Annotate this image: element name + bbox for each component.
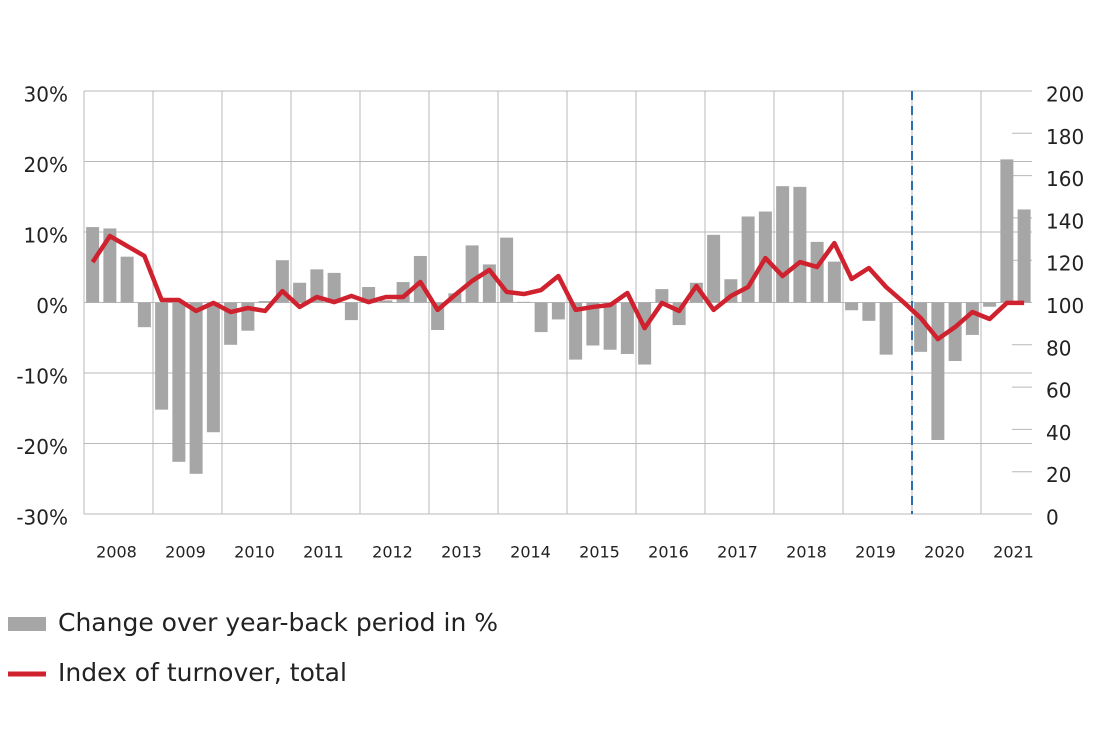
x-tick-label: 2010 <box>234 543 275 562</box>
bar <box>845 302 859 311</box>
bar <box>310 269 324 303</box>
y2-tick-label: 20 <box>1046 463 1071 487</box>
y2-tick-label: 160 <box>1046 167 1084 191</box>
bar <box>1000 159 1014 303</box>
y-tick-label: 30% <box>24 83 68 107</box>
bar <box>931 302 945 440</box>
y2-tick-label: 140 <box>1046 209 1084 233</box>
bar <box>776 186 790 303</box>
y-tick-label: 0% <box>36 294 68 318</box>
y2-tick-label: 0 <box>1046 506 1059 530</box>
y2-tick-label: 60 <box>1046 379 1071 403</box>
bar <box>793 186 807 303</box>
bar <box>948 302 962 362</box>
bar <box>965 302 979 335</box>
bar <box>534 302 548 333</box>
x-tick-label: 2009 <box>165 543 206 562</box>
y2-tick-label: 180 <box>1046 125 1084 149</box>
bar <box>707 234 721 303</box>
y2-tick-label: 200 <box>1046 83 1084 107</box>
bar <box>206 302 220 433</box>
bar <box>120 256 134 303</box>
x-tick-label: 2021 <box>993 543 1034 562</box>
bar <box>103 228 117 303</box>
x-tick-label: 2019 <box>855 543 896 562</box>
bar <box>586 302 600 346</box>
x-tick-label: 2017 <box>717 543 758 562</box>
bar <box>810 241 824 303</box>
bar <box>293 282 307 303</box>
legend-label: Index of turnover, total <box>58 658 347 687</box>
y2-tick-label: 80 <box>1046 336 1071 360</box>
y-tick-label: -30% <box>16 506 68 530</box>
x-tick-label: 2016 <box>648 543 689 562</box>
y2-tick-label: 100 <box>1046 294 1084 318</box>
bar <box>655 289 669 303</box>
bar <box>258 301 272 303</box>
bar <box>862 302 876 321</box>
bar <box>551 302 565 320</box>
y2-tick-label: 120 <box>1046 252 1084 276</box>
bar <box>344 302 358 321</box>
x-tick-label: 2013 <box>441 543 482 562</box>
bar <box>155 302 169 410</box>
bar <box>1017 209 1031 303</box>
bar <box>638 302 652 365</box>
y-tick-label: -20% <box>16 435 68 459</box>
legend-swatch <box>8 617 46 631</box>
bar <box>379 300 393 303</box>
line <box>90 233 1025 342</box>
x-tick-label: 2014 <box>510 543 551 562</box>
bar <box>327 272 341 303</box>
x-tick-label: 2015 <box>579 543 620 562</box>
bar <box>879 302 893 355</box>
bar <box>620 302 634 354</box>
y-tick-label: -10% <box>16 365 68 389</box>
bar <box>413 255 427 303</box>
x-tick-label: 2008 <box>96 543 137 562</box>
bar <box>827 261 841 303</box>
bar <box>86 227 100 303</box>
y-tick-label: 20% <box>24 153 68 177</box>
y-tick-label: 10% <box>24 224 68 248</box>
x-tick-label: 2011 <box>303 543 344 562</box>
x-tick-label: 2018 <box>786 543 827 562</box>
bar <box>137 302 151 328</box>
bar <box>914 302 928 352</box>
bar <box>603 302 617 350</box>
bar <box>189 302 203 474</box>
x-tick-label: 2020 <box>924 543 965 562</box>
bar <box>569 302 583 360</box>
bar <box>983 302 997 307</box>
legend-label: Change over year-back period in % <box>58 608 498 637</box>
bar <box>517 301 531 303</box>
x-tick-label: 2012 <box>372 543 413 562</box>
bar <box>172 302 186 462</box>
y2-tick-label: 40 <box>1046 421 1071 445</box>
bar <box>465 245 479 303</box>
